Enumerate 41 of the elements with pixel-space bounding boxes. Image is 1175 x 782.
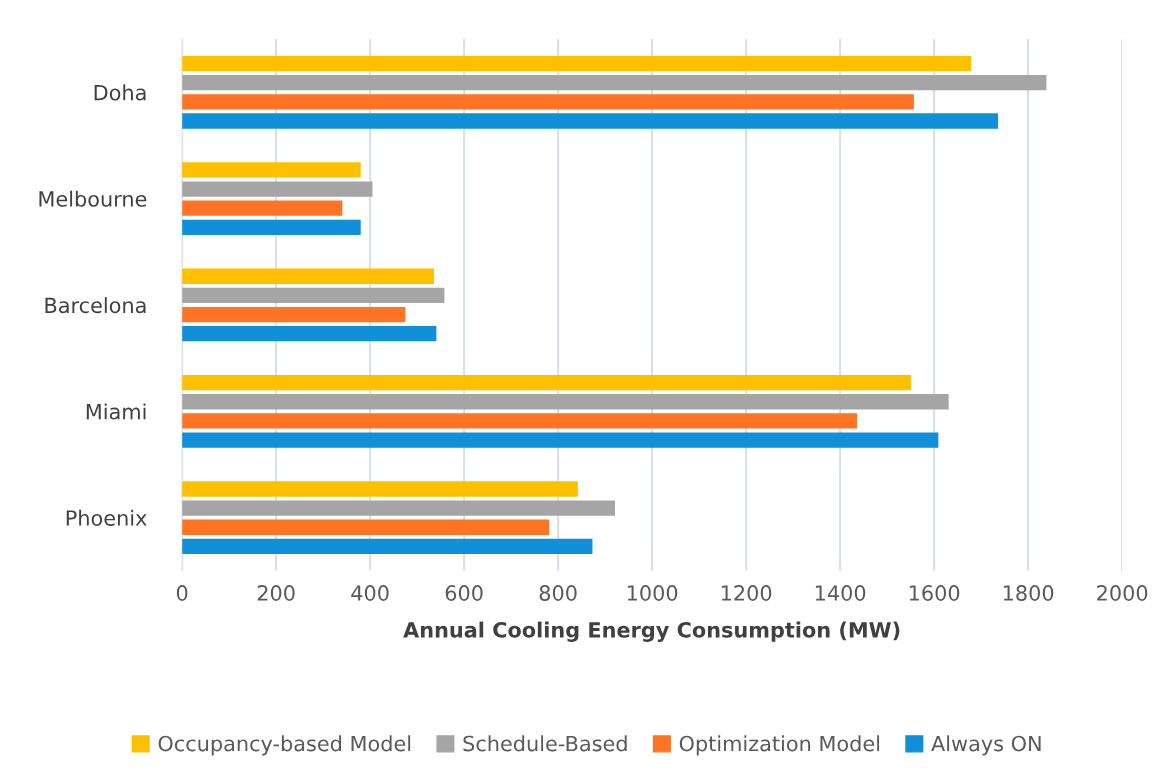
x-tick-label: 1000 bbox=[627, 585, 678, 601]
x-tick-label: 1600 bbox=[909, 585, 960, 601]
bar bbox=[182, 413, 858, 429]
bar bbox=[182, 219, 361, 235]
bar bbox=[182, 432, 939, 448]
bar bbox=[182, 268, 435, 284]
bar bbox=[182, 287, 445, 304]
x-tick-label: 1800 bbox=[1003, 585, 1054, 601]
legend-label: Always ON bbox=[931, 735, 1041, 756]
bar bbox=[182, 200, 343, 216]
legend-label: Optimization Model bbox=[679, 735, 880, 756]
x-tick-label: 0 bbox=[176, 585, 188, 601]
bar bbox=[182, 181, 373, 197]
legend-label: Occupancy-based Model bbox=[158, 735, 411, 756]
bar bbox=[182, 306, 406, 323]
x-tick-label: 1400 bbox=[815, 585, 866, 601]
y-tick-label: Phoenix bbox=[66, 509, 147, 526]
bar bbox=[182, 519, 550, 535]
bar bbox=[182, 374, 912, 391]
bar bbox=[182, 326, 437, 342]
bar bbox=[182, 394, 949, 410]
x-tick-label: 400 bbox=[351, 585, 389, 601]
bar bbox=[182, 500, 615, 516]
y-tick-label: Doha bbox=[94, 84, 146, 101]
y-tick-label: Melbourne bbox=[39, 190, 147, 207]
x-tick-label: 600 bbox=[445, 585, 483, 601]
bar bbox=[182, 162, 361, 178]
legend-label: Schedule-Based bbox=[463, 735, 627, 752]
x-tick-label: 200 bbox=[257, 585, 295, 601]
bar bbox=[182, 94, 914, 110]
x-tick-label: 800 bbox=[539, 585, 577, 601]
bar bbox=[182, 113, 999, 129]
x-tick-label: 1200 bbox=[721, 585, 772, 601]
bar bbox=[182, 538, 593, 555]
y-tick-label: Miami bbox=[86, 403, 146, 420]
bar bbox=[182, 481, 578, 497]
bar bbox=[182, 75, 1047, 91]
y-tick-label: Barcelona bbox=[45, 297, 146, 314]
x-axis-title: Annual Cooling Energy Consumption (MW) bbox=[403, 621, 900, 642]
x-tick-label: 2000 bbox=[1097, 585, 1148, 601]
bar bbox=[182, 55, 972, 72]
